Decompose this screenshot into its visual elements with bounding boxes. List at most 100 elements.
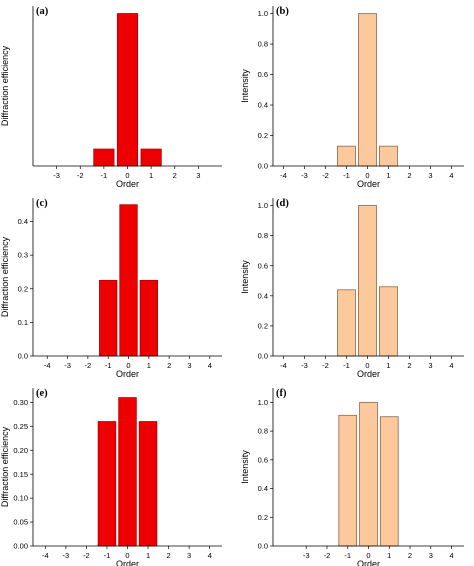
- x-tick-label: -2: [83, 551, 90, 560]
- x-tick-label: 2: [407, 171, 411, 180]
- y-axis-title: Diffraction efficiency: [0, 45, 10, 126]
- y-tick-label: 0.6: [258, 455, 268, 464]
- y-tick-label: 0.05: [13, 518, 28, 527]
- x-tick-label: -1: [343, 361, 350, 370]
- x-tick-label: -1: [104, 551, 111, 560]
- bar-order--1: [99, 279, 118, 357]
- y-tick-label: 1.0: [258, 9, 268, 18]
- x-tick-label: -3: [303, 551, 310, 560]
- x-tick-label: -3: [64, 361, 71, 370]
- y-tick-label: 0.3: [18, 251, 28, 260]
- bar-order-0: [358, 13, 377, 167]
- x-tick-label: -4: [280, 361, 287, 370]
- y-tick-label: 0.15: [13, 470, 28, 479]
- bar-order-1: [379, 416, 399, 547]
- chart-panel-3: -4 -3 -2 -1 0 1 2 3 4 0.0 0.1 0.2 0.3 0.4 Order Diffrac…: [0, 198, 222, 379]
- y-tick-label: 0.4: [258, 101, 268, 110]
- x-tick-label: 2: [167, 551, 171, 560]
- x-tick-label: 0: [126, 361, 130, 370]
- y-tick-label: 0.25: [13, 422, 28, 431]
- bar-order-0: [116, 13, 139, 167]
- x-tick-label: 1: [147, 361, 151, 370]
- x-tick-label: 3: [187, 551, 191, 560]
- x-tick-label: -1: [344, 551, 351, 560]
- y-axis-title: Intensity: [240, 260, 250, 294]
- x-tick-label: -4: [44, 361, 51, 370]
- y-tick-label: 0.00: [13, 542, 28, 551]
- x-tick-label: 3: [196, 171, 200, 180]
- y-tick-label: 0.6: [258, 70, 268, 79]
- bar-order-1: [139, 279, 158, 357]
- bar-order-0: [118, 397, 137, 547]
- x-tick-label: 4: [449, 171, 453, 180]
- x-axis-title: Order: [357, 179, 380, 189]
- y-tick-label: 0.4: [258, 291, 268, 300]
- x-tick-label: -1: [105, 361, 112, 370]
- x-tick-label: -2: [324, 551, 331, 560]
- y-tick-label: 0.30: [13, 398, 28, 407]
- y-tick-label: 0.2: [18, 284, 28, 293]
- x-tick-label: 2: [407, 361, 411, 370]
- y-tick-label: 0.2: [258, 322, 268, 331]
- x-tick-label: 1: [387, 551, 391, 560]
- chart-panel-6: -3 -2 -1 0 1 2 3 4 0.0 0.2 0.4 0.6 0.8 1.0 Order Intens…: [240, 388, 464, 566]
- chart-panel-5: -4 -3 -2 -1 0 1 2 3 4 0.00 0.05 0.10 0.15 0.20 0.25 0.3…: [0, 388, 222, 566]
- x-tick-label: 0: [125, 171, 129, 180]
- x-axis-title: Order: [116, 369, 139, 379]
- x-tick-label: 3: [428, 171, 432, 180]
- x-axis-title: Order: [357, 369, 380, 379]
- x-tick-label: -2: [77, 171, 84, 180]
- bar-order-1: [138, 421, 158, 547]
- panel-label: (a): [36, 6, 49, 17]
- panel-label: (f): [276, 388, 287, 399]
- y-tick-label: 0.4: [258, 484, 268, 493]
- x-tick-label: 3: [428, 361, 432, 370]
- x-tick-label: 4: [208, 551, 212, 560]
- panel-label: (b): [276, 6, 289, 17]
- x-tick-label: -3: [63, 551, 70, 560]
- bar-order-1: [379, 145, 398, 167]
- x-tick-label: 2: [173, 171, 177, 180]
- x-tick-label: 0: [365, 361, 369, 370]
- x-tick-label: -1: [101, 171, 108, 180]
- x-tick-label: 3: [187, 361, 191, 370]
- y-tick-label: 0.1: [18, 318, 28, 327]
- bar-order--1: [337, 145, 356, 167]
- x-tick-label: 1: [149, 171, 153, 180]
- y-tick-label: 1.0: [258, 398, 268, 407]
- x-tick-label: -2: [322, 361, 329, 370]
- x-tick-label: 4: [449, 361, 453, 370]
- x-tick-label: -1: [343, 171, 350, 180]
- chart-panel-2: -4 -3 -2 -1 0 1 2 3 4 0.0 0.2 0.4 0.6 0.8 1.0 Order Inte…: [240, 6, 464, 189]
- y-tick-label: 0.10: [13, 494, 28, 503]
- x-axis-title: Order: [357, 559, 380, 566]
- x-tick-label: 2: [167, 361, 171, 370]
- chart-panel-4: -4 -3 -2 -1 0 1 2 3 4 0.0 0.2 0.4 0.6 0.8 1.0 Order Inte…: [240, 198, 464, 379]
- x-tick-label: 0: [365, 171, 369, 180]
- y-tick-label: 0.4: [18, 217, 28, 226]
- y-axis-title: Intensity: [240, 450, 250, 484]
- bar-order--1: [93, 148, 115, 167]
- x-tick-label: 1: [146, 551, 150, 560]
- bar-order-1: [140, 148, 162, 167]
- x-tick-label: -2: [85, 361, 92, 370]
- x-tick-label: 1: [386, 361, 390, 370]
- bar-order--1: [97, 421, 117, 547]
- y-axis-title: Diffraction efficiency: [0, 236, 10, 317]
- y-axis-title: Intensity: [240, 69, 250, 103]
- bar-order--1: [338, 414, 358, 547]
- y-tick-label: 0.8: [258, 231, 268, 240]
- y-tick-label: 0.0: [258, 162, 268, 171]
- bar-order-0: [358, 205, 377, 357]
- chart-panel-1: -3 -2 -1 0 1 2 3 Order Diffraction efficiency (a): [0, 6, 222, 189]
- x-tick-label: -2: [322, 171, 329, 180]
- y-tick-label: 0.6: [258, 261, 268, 270]
- y-tick-label: 0.8: [258, 40, 268, 49]
- x-tick-label: -3: [301, 171, 308, 180]
- y-tick-label: 0.2: [258, 131, 268, 140]
- bar-order-0: [119, 204, 138, 357]
- y-tick-label: 0.0: [258, 542, 268, 551]
- x-tick-label: 4: [208, 361, 212, 370]
- y-tick-label: 0.2: [258, 513, 268, 522]
